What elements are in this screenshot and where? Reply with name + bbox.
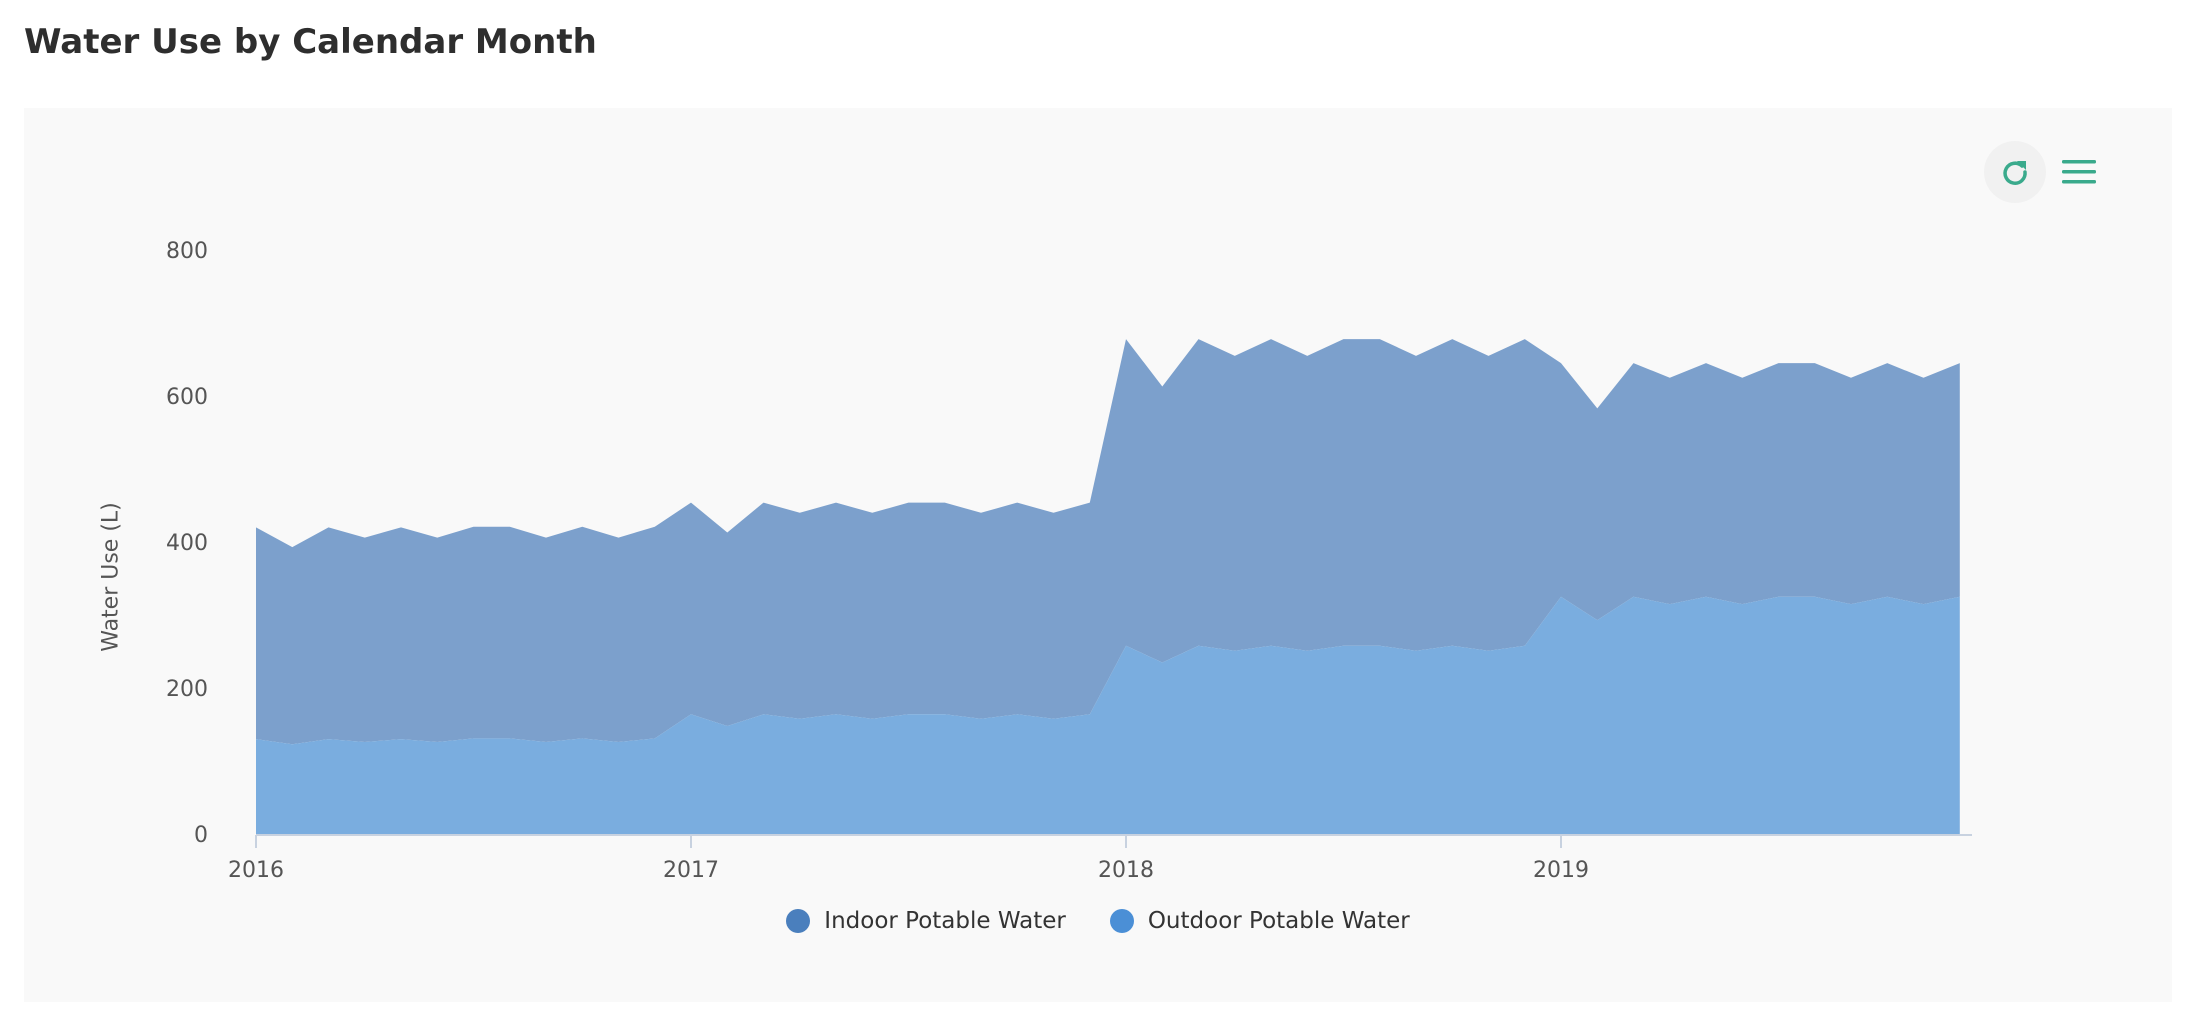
x-axis-ticks: 2016 2017 2018 2019 [228,835,1589,883]
x-tick-label: 2016 [228,858,284,883]
legend-label: Indoor Potable Water [824,908,1066,934]
x-tick-label: 2018 [1098,858,1154,883]
legend-swatch [786,909,811,933]
chart-areas [256,339,1960,834]
y-tick-label: 600 [166,385,208,410]
legend-item-outdoor-potable-water[interactable]: Outdoor Potable Water [1109,908,1410,934]
chart-legend: Indoor Potable Water Outdoor Potable Wate… [24,908,2172,934]
area-chart: 0 200 400 600 800 2016 2017 2018 2019 Water Use… [99,239,1972,883]
refresh-icon [2003,161,2027,185]
y-tick-label: 800 [166,239,208,264]
legend-swatch [1109,909,1134,933]
y-tick-label: 400 [166,531,208,556]
y-tick-label: 0 [194,823,208,848]
y-axis-ticks: 0 200 400 600 800 [166,239,208,848]
legend-label: Outdoor Potable Water [1147,908,1410,934]
hamburger-menu-icon [2062,160,2096,184]
y-axis-title: Water Use (L) [99,502,124,652]
refresh-button[interactable] [1984,141,2046,203]
area-series-outdoor-potable-water[interactable] [256,596,1960,834]
x-tick-label: 2019 [1533,858,1589,883]
y-tick-label: 200 [166,677,208,702]
chart-panel: 0 200 400 600 800 2016 2017 2018 2019 Water Use… [24,108,2172,1002]
area-series-indoor-potable-water[interactable] [256,339,1960,745]
chart-menu-button[interactable] [2048,141,2110,203]
x-tick-label: 2017 [663,858,719,883]
page-title: Water Use by Calendar Month [24,22,597,62]
legend-item-indoor-potable-water[interactable]: Indoor Potable Water [786,908,1066,934]
